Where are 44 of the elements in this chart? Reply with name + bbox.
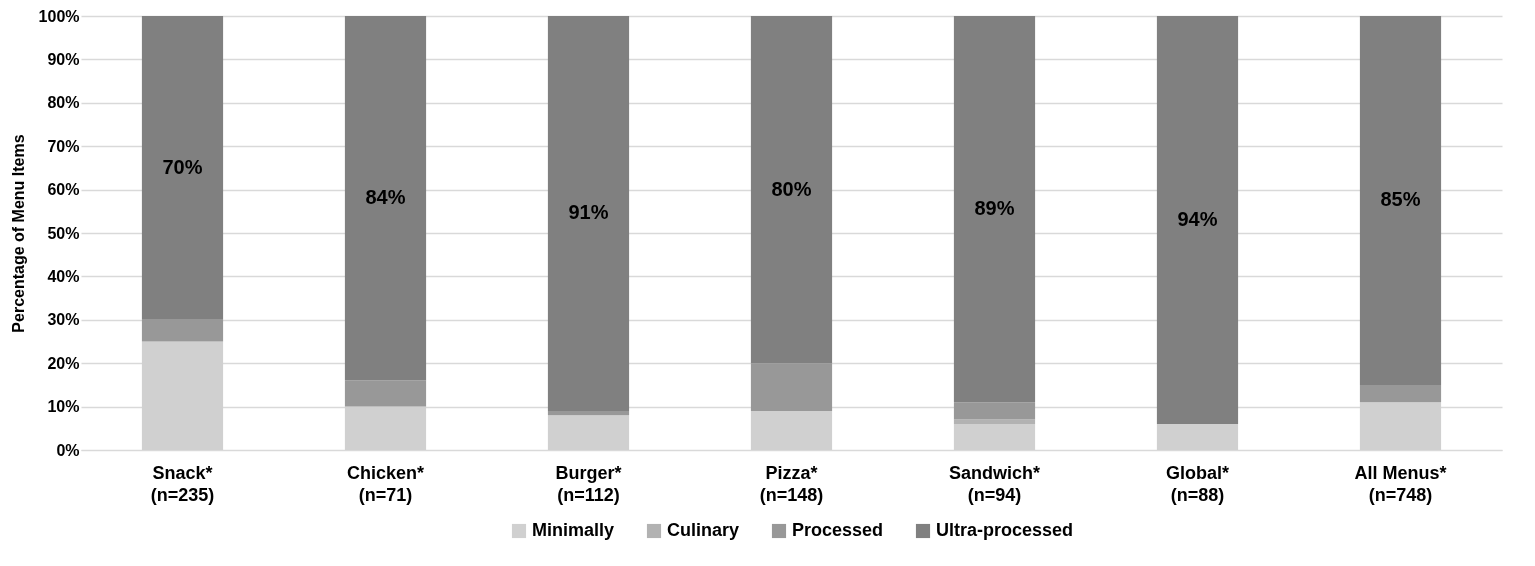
bar [344, 16, 427, 381]
y-tick-label: 100% [38, 7, 80, 25]
bar [750, 363, 833, 411]
y-tick-label: 80% [47, 94, 80, 112]
y-tick-label: 0% [56, 441, 80, 459]
bar [1359, 16, 1442, 385]
legend-label: Minimally [532, 520, 615, 540]
legend-label: Processed [792, 520, 884, 540]
y-tick-label: 70% [47, 137, 80, 155]
data-label: 89% [974, 197, 1015, 220]
y-tick-label: 90% [47, 50, 80, 68]
bar [547, 16, 630, 411]
data-label: 80% [771, 177, 812, 200]
bar [547, 410, 630, 416]
bar [141, 319, 224, 342]
legend-label: Culinary [667, 520, 740, 540]
bar [750, 16, 833, 364]
data-label: 70% [162, 155, 203, 178]
bar [1359, 384, 1442, 403]
y-tick-label: 30% [47, 311, 80, 329]
x-tick-label: Chicken* (n=71) [346, 462, 425, 505]
x-tick-label: All Menus* (n=748) [1354, 462, 1447, 505]
bar [953, 402, 1036, 420]
y-tick-label: 50% [47, 224, 80, 242]
data-label: 94% [1177, 207, 1218, 230]
y-axis-title: Percentage of Menu Items [9, 134, 27, 333]
x-tick-label: Sandwich* (n=94) [948, 462, 1041, 505]
x-tick-label: Burger* (n=112) [555, 462, 622, 505]
x-tick-label: Global* (n=88) [1165, 462, 1230, 505]
y-tick-label: 20% [47, 354, 80, 372]
data-label: 91% [568, 201, 609, 224]
bar [1156, 16, 1239, 424]
legend-label: Ultra-processed [936, 520, 1074, 540]
bar [141, 16, 224, 320]
bar [953, 16, 1036, 403]
data-label: 85% [1380, 188, 1421, 211]
y-tick-label: 10% [47, 398, 80, 416]
y-tick-label: 40% [47, 267, 80, 285]
bar [953, 419, 1036, 424]
x-tick-label: Pizza* (n=148) [759, 462, 824, 505]
x-tick-label: Snack* (n=235) [150, 462, 215, 505]
y-tick-label: 60% [47, 181, 80, 199]
bar [344, 380, 427, 407]
data-label: 84% [365, 186, 406, 209]
